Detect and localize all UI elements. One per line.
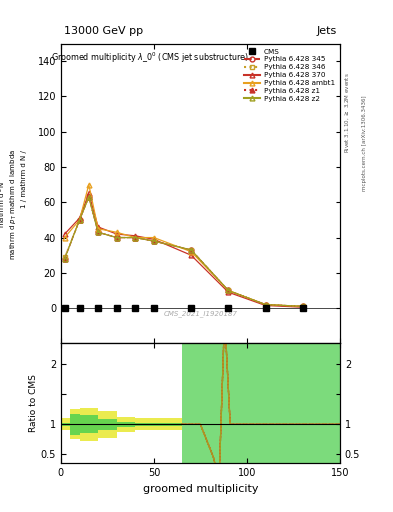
Text: mathrm d $^{2}$N
mathrm d $p_\mathrm{T}$ mathrm d lambda: mathrm d $^{2}$N mathrm d $p_\mathrm{T}$… [0, 149, 19, 261]
Text: 13000 GeV pp: 13000 GeV pp [64, 26, 143, 36]
Text: CMS_2021_I1920187: CMS_2021_I1920187 [163, 310, 237, 317]
Text: 1 / mathrm d N /: 1 / mathrm d N / [20, 150, 27, 208]
Legend: CMS, Pythia 6.428 345, Pythia 6.428 346, Pythia 6.428 370, Pythia 6.428 ambt1, P: CMS, Pythia 6.428 345, Pythia 6.428 346,… [243, 47, 336, 103]
Y-axis label: Ratio to CMS: Ratio to CMS [29, 374, 38, 432]
X-axis label: groomed multiplicity: groomed multiplicity [143, 484, 258, 494]
Text: Groomed multiplicity $\lambda\_0^0$ (CMS jet substructure): Groomed multiplicity $\lambda\_0^0$ (CMS… [51, 51, 249, 66]
Text: Jets: Jets [317, 26, 337, 36]
Text: mcplots.cern.ch [arXiv:1306.3436]: mcplots.cern.ch [arXiv:1306.3436] [362, 96, 367, 191]
Text: Rivet 3.1.10, $\geq$ 3.2M events: Rivet 3.1.10, $\geq$ 3.2M events [344, 72, 351, 153]
